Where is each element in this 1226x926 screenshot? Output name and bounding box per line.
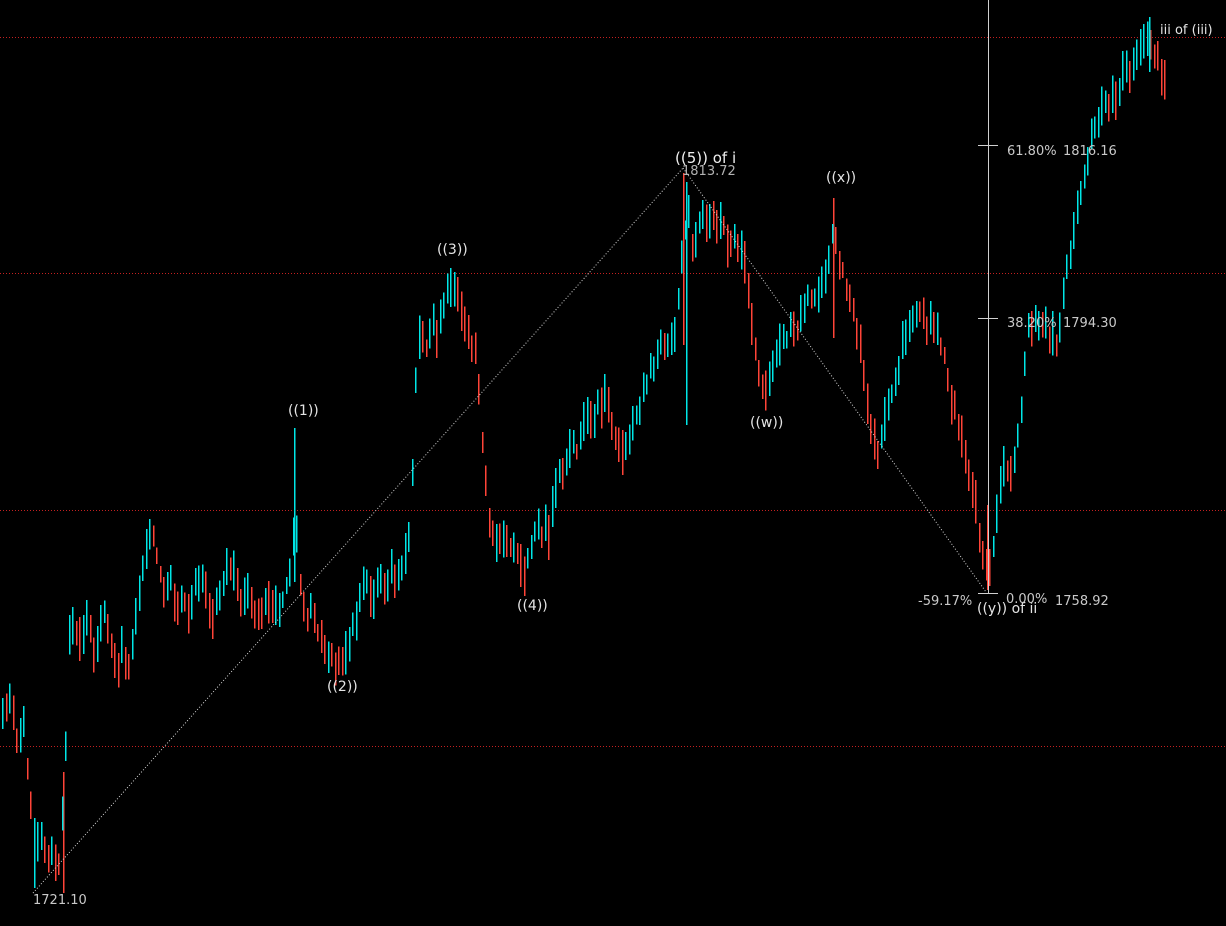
wave-label-x[interactable]: ((x)) bbox=[826, 170, 857, 186]
wave-label-2[interactable]: ((2)) bbox=[327, 679, 358, 695]
price-bars-down bbox=[5, 29, 1166, 893]
fib-pct-618[interactable]: 61.80% bbox=[1007, 144, 1057, 159]
price-bars-up bbox=[1, 17, 1151, 888]
fib-pct-382[interactable]: 38.20% bbox=[1007, 316, 1057, 331]
trend-line-2[interactable] bbox=[682, 167, 987, 593]
wave-label-iii-of-iii[interactable]: iii of (iii) bbox=[1160, 23, 1213, 38]
wave-label-4[interactable]: ((4)) bbox=[517, 598, 548, 614]
fib-price-382[interactable]: 1794.30 bbox=[1063, 316, 1117, 331]
fib-pct-0[interactable]: 0.00% bbox=[1006, 592, 1048, 607]
price-label-start-low[interactable]: 1721.10 bbox=[33, 893, 87, 908]
wave-label-y-of-ii[interactable]: ((y)) of ii bbox=[977, 601, 1038, 617]
fib-pct-neg-5917[interactable]: -59.17% bbox=[918, 594, 973, 609]
fib-price-618[interactable]: 1816.16 bbox=[1063, 144, 1117, 159]
price-label-wave5-high[interactable]: 1813.72 bbox=[682, 164, 736, 179]
wave-label-1[interactable]: ((1)) bbox=[288, 403, 319, 419]
wave-label-5-of-i[interactable]: ((5)) of i bbox=[675, 149, 737, 167]
trend-line-1[interactable] bbox=[32, 167, 684, 894]
wave-label-3[interactable]: ((3)) bbox=[437, 242, 468, 258]
fib-price-0[interactable]: 1758.92 bbox=[1055, 594, 1109, 609]
wave-label-w[interactable]: ((w)) bbox=[750, 415, 784, 431]
